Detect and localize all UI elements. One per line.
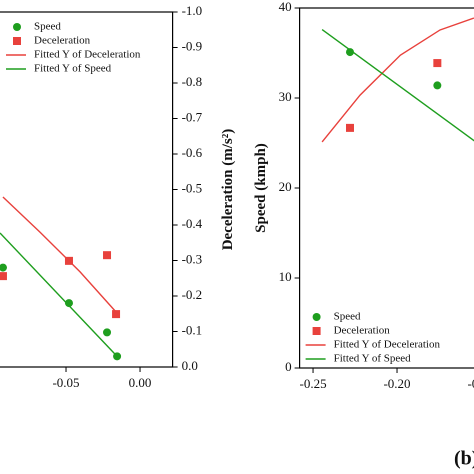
point bbox=[64, 299, 73, 308]
legend-label: Fitted Y of Speed bbox=[334, 353, 412, 365]
y2-tick-label: -1.0 bbox=[182, 3, 203, 18]
y2-tick-label: -0.1 bbox=[182, 322, 203, 337]
legend-label: Fitted Y of Speed bbox=[34, 63, 112, 75]
legend-label: Fitted Y of Deceleration bbox=[334, 339, 441, 351]
legend-label: Speed bbox=[34, 21, 61, 33]
point bbox=[345, 123, 354, 132]
x-tick-label: 0.00 bbox=[129, 375, 152, 390]
legend-swatch bbox=[312, 313, 321, 321]
y2-tick-label: 0.0 bbox=[182, 358, 198, 373]
y2-tick-label: -0.4 bbox=[182, 216, 203, 231]
legend-swatch bbox=[13, 23, 21, 31]
y-tick-label: 10 bbox=[279, 269, 292, 284]
y-tick-label: 30 bbox=[279, 89, 292, 104]
x-tick-label: -0.20 bbox=[383, 376, 410, 391]
fit-line bbox=[321, 17, 474, 143]
x-tick-label: -0.05 bbox=[52, 375, 79, 390]
point bbox=[103, 328, 112, 337]
fit-line bbox=[321, 29, 474, 142]
legend-label: Deceleration bbox=[334, 325, 391, 337]
y2-tick-label: -0.6 bbox=[182, 145, 203, 160]
point bbox=[0, 263, 7, 272]
x-tick-label: -0.25 bbox=[299, 376, 326, 391]
y2-tick-label: -0.7 bbox=[182, 109, 203, 124]
point bbox=[345, 48, 354, 57]
y-axis-label: Speed (kmph) bbox=[253, 143, 269, 233]
legend-label: Deceleration bbox=[34, 35, 91, 47]
y2-axis-label: Deceleration (m/s²) bbox=[220, 129, 236, 251]
legend-swatch bbox=[312, 327, 321, 335]
legend-label: Speed bbox=[334, 311, 361, 323]
y2-tick-label: -0.5 bbox=[182, 180, 203, 195]
point bbox=[112, 310, 121, 319]
y-tick-label: 0 bbox=[285, 359, 292, 374]
point bbox=[433, 59, 442, 68]
y2-tick-label: -0.2 bbox=[182, 287, 203, 302]
legend-label: Fitted Y of Deceleration bbox=[34, 49, 141, 61]
fit-line bbox=[2, 196, 117, 313]
x-tick-label: -0.15 bbox=[467, 376, 474, 391]
y2-tick-label: -0.9 bbox=[182, 38, 203, 53]
plot-frame bbox=[299, 7, 474, 369]
y-tick-label: 40 bbox=[279, 0, 292, 14]
y2-tick-label: -0.8 bbox=[182, 74, 203, 89]
y-tick-label: 20 bbox=[279, 179, 292, 194]
fit-line bbox=[0, 232, 119, 358]
point bbox=[433, 81, 442, 90]
y2-tick-label: -0.3 bbox=[182, 251, 203, 266]
point bbox=[103, 251, 112, 260]
point bbox=[0, 272, 7, 281]
panel-label: (b) bbox=[454, 448, 474, 470]
legend-swatch bbox=[13, 37, 21, 45]
